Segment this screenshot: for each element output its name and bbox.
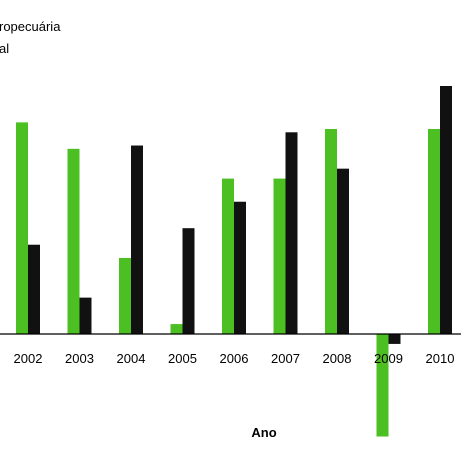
bar-series1-2005: [170, 324, 183, 334]
x-tick-label-2006: 2006: [220, 351, 249, 366]
bar-series1-2007: [273, 178, 286, 334]
bar-series1-2004: [119, 257, 131, 334]
x-tick-label-2010: 2010: [426, 351, 455, 366]
bar-series1-2006: [222, 178, 234, 334]
bar-series1-2003: [67, 148, 80, 334]
legend-label-2: al: [0, 41, 9, 56]
bar-series2-2010: [440, 86, 452, 334]
bar-series2-2002: [28, 244, 40, 334]
bar-series2-2005: [182, 228, 195, 334]
x-axis-title: Ano: [251, 425, 276, 440]
x-tick-label-2008: 2008: [323, 351, 352, 366]
bar-series1-2009: [376, 334, 389, 437]
x-tick-label-2007: 2007: [271, 351, 300, 366]
bar-series1-2010: [428, 128, 440, 334]
x-tick-label-2009: 2009: [374, 351, 403, 366]
x-tick-labels: 2002 2003 2004 2005 2006 2007 2008 2009 2010: [14, 351, 455, 366]
x-tick-label-2003: 2003: [65, 351, 94, 366]
bar-series2-2009: [388, 334, 401, 344]
legend-label-1: ropecuária: [0, 19, 61, 34]
bar-series2-2003: [79, 297, 92, 334]
x-tick-label-2005: 2005: [168, 351, 197, 366]
bar-series2-2007: [285, 132, 298, 334]
bars: [16, 86, 452, 437]
legend: ropecuária al: [0, 19, 61, 56]
x-tick-label-2002: 2002: [14, 351, 43, 366]
bar-series1-2008: [325, 128, 337, 334]
x-tick-label-2004: 2004: [117, 351, 146, 366]
bar-series2-2006: [234, 201, 246, 334]
bar-series2-2004: [131, 145, 143, 334]
bar-series2-2008: [337, 168, 349, 334]
bar-series1-2002: [16, 122, 28, 334]
